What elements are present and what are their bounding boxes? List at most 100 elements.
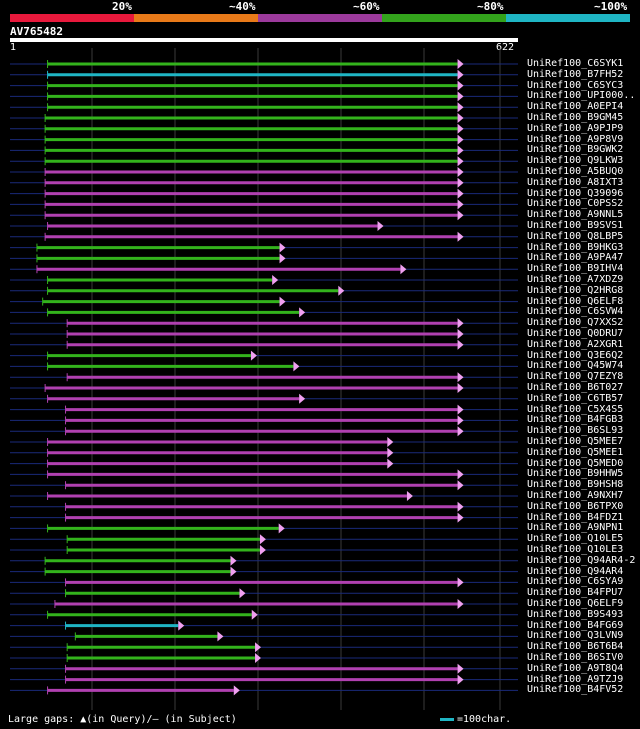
hit-end-arrow bbox=[457, 123, 464, 134]
hit-label[interactable]: UniRef100_A0EPI4 bbox=[527, 101, 624, 113]
hit-label[interactable]: UniRef100_A7XDZ9 bbox=[527, 274, 624, 285]
hit-label[interactable]: UniRef100_Q8LBP5 bbox=[527, 230, 624, 242]
scale-bar bbox=[440, 717, 454, 721]
hit-label[interactable]: UniRef100_Q5MEE1 bbox=[527, 446, 624, 458]
hit-label[interactable]: UniRef100_Q2HRG8 bbox=[527, 284, 624, 296]
hit-label[interactable]: UniRef100_A2XGR1 bbox=[527, 338, 624, 350]
hit-end-arrow bbox=[457, 674, 464, 685]
hit-end-arrow bbox=[279, 296, 286, 307]
hit-label[interactable]: UniRef100_A9NPN1 bbox=[527, 522, 624, 534]
hit-end-arrow bbox=[255, 642, 262, 653]
hit-label[interactable]: UniRef100_B4FDZ1 bbox=[527, 511, 624, 523]
hit-label[interactable]: UniRef100_Q94AR4 bbox=[527, 565, 624, 577]
hit-label[interactable]: UniRef100_A8IXT3 bbox=[527, 176, 624, 188]
hit-label[interactable]: UniRef100_B4FPU7 bbox=[527, 587, 624, 599]
hit-label[interactable]: UniRef100_B9S493 bbox=[527, 608, 624, 620]
hit-label[interactable]: UniRef100_B6T027 bbox=[527, 382, 624, 393]
hit-end-arrow bbox=[457, 480, 464, 491]
hit-end-arrow bbox=[230, 555, 237, 566]
hit-label[interactable]: UniRef100_A9NXH7 bbox=[527, 490, 624, 501]
hit-end-arrow bbox=[178, 620, 185, 631]
hit-label[interactable]: UniRef100_Q7XXS2 bbox=[527, 317, 624, 329]
hit-label[interactable]: UniRef100_B6T6B4 bbox=[527, 641, 624, 653]
hit-end-arrow bbox=[251, 609, 258, 620]
legend-segment-1 bbox=[134, 14, 258, 22]
query-ruler bbox=[10, 38, 518, 42]
hit-label[interactable]: UniRef100_C6SVW4 bbox=[527, 306, 624, 318]
hit-label[interactable]: UniRef100_C5X4S5 bbox=[527, 403, 624, 415]
hit-end-arrow bbox=[377, 221, 384, 231]
hit-label[interactable]: UniRef100_B9GM45 bbox=[527, 112, 624, 123]
hit-end-arrow bbox=[406, 491, 413, 501]
hit-label[interactable]: UniRef100_Q3LVN9 bbox=[527, 630, 624, 642]
hit-label[interactable]: UniRef100_A9PA47 bbox=[527, 252, 624, 264]
hit-end-arrow bbox=[457, 577, 464, 588]
hit-end-arrow bbox=[457, 415, 464, 426]
hit-label[interactable]: UniRef100_Q10LE5 bbox=[527, 533, 624, 545]
hit-label[interactable]: UniRef100_A9NNL5 bbox=[527, 209, 624, 221]
hit-label[interactable]: UniRef100_A9T8Q4 bbox=[527, 662, 624, 674]
hit-end-arrow bbox=[400, 264, 407, 275]
hit-label[interactable]: UniRef100_B9HHW5 bbox=[527, 468, 624, 480]
hit-label[interactable]: UniRef100_C6TB57 bbox=[527, 392, 624, 404]
hit-label[interactable]: UniRef100_Q7EZY8 bbox=[527, 371, 624, 383]
hit-label[interactable]: UniRef100_C6SYC3 bbox=[527, 79, 624, 91]
hit-label[interactable]: UniRef100_A9P8V9 bbox=[527, 133, 624, 145]
hit-label[interactable]: UniRef100_Q6ELF9 bbox=[527, 598, 624, 609]
hit-end-arrow bbox=[457, 134, 464, 145]
hit-label[interactable]: UniRef100_A9TZJ9 bbox=[527, 673, 624, 685]
hit-label[interactable]: UniRef100_B6SIV0 bbox=[527, 652, 624, 663]
hit-label[interactable]: UniRef100_Q0DRU7 bbox=[527, 328, 624, 339]
hit-label[interactable]: UniRef100_Q94AR4-2 bbox=[527, 554, 636, 566]
hit-label[interactable]: UniRef100_Q5MEE7 bbox=[527, 436, 624, 447]
ruler-start-label: 1 bbox=[10, 42, 17, 53]
hit-end-arrow bbox=[338, 285, 345, 296]
hit-label[interactable]: UniRef100_A5BUQ0 bbox=[527, 166, 624, 177]
hit-label[interactable]: UniRef100_Q10LE3 bbox=[527, 544, 624, 555]
hit-label[interactable]: UniRef100_B4FV52 bbox=[527, 684, 624, 696]
hit-label[interactable]: UniRef100_B9IHV4 bbox=[527, 263, 624, 275]
hit-label[interactable]: UniRef100_B6SL93 bbox=[527, 425, 624, 437]
hit-label[interactable]: UniRef100_Q9LKW3 bbox=[527, 155, 624, 167]
hit-label[interactable]: UniRef100_B9SVS1 bbox=[527, 220, 624, 231]
hit-label[interactable]: UniRef100_Q45W74 bbox=[527, 360, 624, 372]
legend-label-5: ~100% bbox=[594, 0, 628, 13]
hit-end-arrow bbox=[457, 501, 464, 512]
hit-label[interactable]: UniRef100_C0PSS2 bbox=[527, 198, 624, 210]
hit-end-arrow bbox=[230, 566, 237, 577]
hit-end-arrow bbox=[457, 663, 464, 674]
hit-end-arrow bbox=[457, 188, 464, 199]
hit-end-arrow bbox=[457, 426, 464, 437]
hit-label[interactable]: UniRef100_UPI000.. bbox=[527, 90, 636, 102]
hit-end-arrow bbox=[250, 350, 257, 361]
hit-label[interactable]: UniRef100_B7FH52 bbox=[527, 68, 624, 80]
hit-label[interactable]: UniRef100_B6TPX0 bbox=[527, 500, 624, 512]
hit-end-arrow bbox=[457, 156, 464, 167]
hit-label[interactable]: UniRef100_Q5MED0 bbox=[527, 457, 624, 469]
hit-end-arrow bbox=[457, 372, 464, 383]
hit-end-arrow bbox=[457, 80, 464, 91]
hit-end-arrow bbox=[233, 685, 240, 696]
hit-end-arrow bbox=[457, 113, 464, 123]
hit-label[interactable]: UniRef100_B4FG69 bbox=[527, 619, 624, 631]
hit-end-arrow bbox=[457, 145, 464, 156]
hit-end-arrow bbox=[387, 458, 394, 469]
hit-end-arrow bbox=[299, 307, 306, 318]
hit-label[interactable]: UniRef100_Q39096 bbox=[527, 187, 624, 199]
hit-label[interactable]: UniRef100_A9PJP9 bbox=[527, 122, 624, 134]
query-id: AV765482 bbox=[10, 25, 63, 38]
hit-label[interactable]: UniRef100_B4FGB3 bbox=[527, 414, 624, 426]
hit-label[interactable]: UniRef100_C6SYK1 bbox=[527, 58, 624, 69]
hit-end-arrow bbox=[457, 177, 464, 188]
hit-label[interactable]: UniRef100_B9GWK2 bbox=[527, 144, 624, 156]
hit-end-arrow bbox=[457, 512, 464, 523]
hit-label[interactable]: UniRef100_Q3E6Q2 bbox=[527, 349, 624, 361]
identity-legend: 20% ~40% ~60% ~80% ~100% bbox=[10, 0, 630, 22]
hit-label[interactable]: UniRef100_B9HKG3 bbox=[527, 241, 624, 253]
hit-label[interactable]: UniRef100_B9HSH8 bbox=[527, 479, 624, 491]
legend-segment-0 bbox=[10, 14, 134, 22]
hit-label[interactable]: UniRef100_Q6ELF8 bbox=[527, 295, 624, 307]
hit-end-arrow bbox=[457, 469, 464, 480]
hit-label[interactable]: UniRef100_C6SYA9 bbox=[527, 576, 624, 588]
hit-end-arrow bbox=[457, 210, 464, 221]
